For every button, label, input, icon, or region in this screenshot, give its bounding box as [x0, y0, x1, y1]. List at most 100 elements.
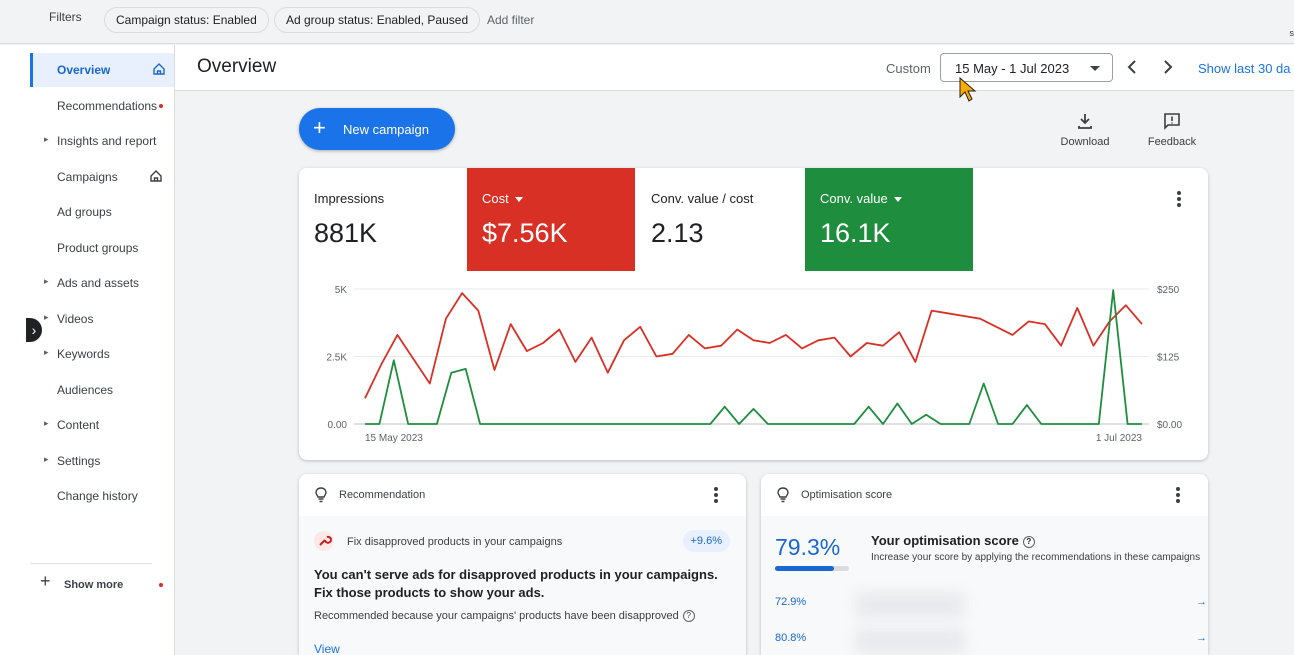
sidebar-item-label: Keywords — [57, 347, 110, 361]
optimisation-score-value: 79.3% — [775, 534, 841, 560]
notification-dot — [159, 583, 163, 587]
y-left-tick-label: 5K — [335, 285, 348, 296]
dropdown-arrow-icon — [1090, 66, 1100, 71]
corner-text: s — [1289, 28, 1294, 38]
x-start-label: 15 May 2023 — [365, 433, 423, 444]
plus-icon: + — [313, 115, 326, 140]
sidebar-item-product-groups[interactable]: Product groups — [30, 231, 174, 265]
filter-chip-campaign-status[interactable]: Campaign status: Enabled — [104, 7, 269, 33]
optimisation-score-card: Optimisation score 79.3% Your optimisati… — [761, 474, 1208, 655]
x-end-label: 1 Jul 2023 — [1096, 433, 1143, 444]
expand-caret-icon: ▸ — [44, 276, 49, 286]
optimisation-heading-text: Your optimisation score — [871, 533, 1019, 548]
sidebar-item-label: Change history — [57, 489, 138, 503]
y-left-tick-label: 2.5K — [326, 353, 347, 364]
metric-label-text: Conv. value / cost — [651, 191, 754, 206]
sidebar-item-ads-and-assets[interactable]: ▸ Ads and assets — [30, 266, 174, 300]
recommendation-title: Recommendation — [339, 489, 426, 501]
metric-tile-conv-value-cost[interactable]: Conv. value / cost 2.13 — [636, 168, 804, 271]
optimisation-title: Optimisation score — [801, 489, 893, 501]
sidebar-item-overview[interactable]: Overview — [30, 53, 174, 87]
metric-tile-cost[interactable]: Cost $7.56K — [467, 168, 635, 271]
date-range-value: 15 May - 1 Jul 2023 — [955, 61, 1070, 76]
recommendation-reason: Recommended because your campaigns' prod… — [314, 610, 695, 623]
metric-value: $7.56K — [482, 218, 568, 248]
add-filter-link[interactable]: Add filter — [487, 13, 535, 27]
next-period-icon[interactable] — [1159, 57, 1177, 77]
arrow-right-icon: → — [1196, 632, 1207, 644]
download-button[interactable]: Download — [1055, 112, 1115, 152]
y-right-tick-label: $250 — [1157, 285, 1180, 296]
metric-tile-impressions[interactable]: Impressions 881K — [299, 168, 467, 271]
sidebar-item-label: Recommendations — [57, 98, 157, 113]
expand-caret-icon: ▸ — [44, 347, 49, 357]
sidebar-item-settings[interactable]: ▸ Settings — [30, 444, 174, 478]
feedback-label: Feedback — [1147, 136, 1197, 148]
sidebar-item-label: Settings — [57, 453, 101, 468]
recommendation-item[interactable]: Fix disapproved products in your campaig… — [347, 536, 563, 548]
series-line-conv-value — [365, 289, 1142, 425]
optimisation-card-header: Optimisation score — [761, 474, 1208, 516]
sidebar-item-videos[interactable]: ▸ Videos — [30, 302, 174, 336]
wrench-icon — [314, 531, 334, 551]
help-icon[interactable]: ? — [682, 610, 695, 623]
sidebar-item-content[interactable]: ▸ Content — [30, 408, 174, 442]
performance-card: Impressions 881K Cost $7.56K Conv. value / c… — [299, 168, 1208, 460]
metric-tile-conv-value[interactable]: Conv. value 16.1K — [805, 168, 973, 271]
sidebar-item-keywords[interactable]: ▸ Keywords — [30, 337, 174, 371]
sidebar-item-insights-and-reports[interactable]: ▸ Insights and reports — [30, 124, 174, 158]
campaign-score-row[interactable]: 72.9% → — [775, 592, 1207, 618]
optimisation-description: Increase your score by applying the reco… — [871, 552, 1201, 563]
metric-label: Conv. value / cost — [651, 191, 753, 206]
lightbulb-icon — [777, 487, 789, 503]
sidebar-item-campaigns[interactable]: Campaigns — [30, 160, 174, 194]
collapse-sidebar-button[interactable]: › — [26, 318, 42, 342]
show-last-30-days-link[interactable]: Show last 30 da — [1198, 61, 1291, 76]
show-more-button[interactable]: + Show more — [30, 571, 174, 597]
download-label: Download — [1060, 136, 1110, 148]
more-options-icon[interactable] — [1168, 486, 1188, 506]
date-range-select[interactable]: 15 May - 1 Jul 2023 — [940, 53, 1113, 82]
dropdown-arrow-icon — [893, 197, 902, 203]
sidebar-item-label: Ad groups — [57, 205, 112, 219]
campaign-score-value: 72.9% — [775, 596, 807, 608]
custom-label: Custom — [886, 61, 931, 76]
lightbulb-icon — [315, 487, 327, 503]
previous-period-icon[interactable] — [1123, 57, 1141, 77]
campaign-score-row[interactable]: 80.8% → — [775, 628, 1207, 654]
recommendation-card: Recommendation Fix disapproved products … — [299, 474, 746, 655]
recommendation-body: Fix disapproved products in your campaig… — [299, 516, 746, 655]
recommendation-reason-text: Recommended because your campaigns' prod… — [314, 610, 679, 622]
metric-value: 16.1K — [820, 218, 891, 248]
more-options-icon[interactable] — [706, 486, 726, 506]
uplift-badge: +9.6% — [682, 530, 730, 552]
sidebar-nav: Overview Recommendations ▸ Insights and rep… — [0, 45, 175, 655]
dropdown-arrow-icon — [514, 197, 523, 203]
y-right-tick-label: $0.00 — [1157, 420, 1182, 431]
sidebar-item-audiences[interactable]: Audiences — [30, 373, 174, 407]
help-icon[interactable]: ? — [1022, 535, 1035, 548]
expand-caret-icon: ▸ — [44, 418, 49, 428]
sidebar-item-label: Content — [57, 418, 100, 432]
optimisation-score-bar — [775, 566, 849, 571]
performance-chart: 0.00 $0.00 2.5K $125 5K $250 15 May 2023 1 Jul … — [326, 285, 1182, 444]
sidebar-item-recommendations[interactable]: Recommendations — [30, 89, 174, 123]
new-campaign-button[interactable]: + New campaign — [299, 108, 455, 150]
optimisation-score-fill — [775, 566, 834, 571]
filter-bar: Filters Campaign status: Enabled Ad grou… — [0, 0, 1294, 44]
feedback-button[interactable]: Feedback — [1142, 112, 1202, 152]
recommendation-card-header: Recommendation — [299, 474, 746, 516]
filter-chip-ad-group-status[interactable]: Ad group status: Enabled, Paused — [274, 7, 481, 33]
metric-label-text: Cost — [482, 191, 509, 206]
mouse-cursor-icon — [959, 77, 977, 102]
sidebar-item-change-history[interactable]: Change history — [30, 479, 174, 513]
show-more-label: Show more — [64, 579, 124, 591]
sidebar-item-label: Audiences — [57, 382, 114, 397]
metric-value: 881K — [314, 218, 378, 248]
expand-caret-icon: ▸ — [44, 311, 49, 322]
filters-label: Filters — [49, 10, 82, 24]
arrow-right-icon: → — [1196, 596, 1207, 608]
view-link[interactable]: View — [314, 642, 340, 655]
more-options-icon[interactable] — [1169, 190, 1189, 210]
sidebar-item-ad-groups[interactable]: Ad groups — [30, 195, 174, 229]
